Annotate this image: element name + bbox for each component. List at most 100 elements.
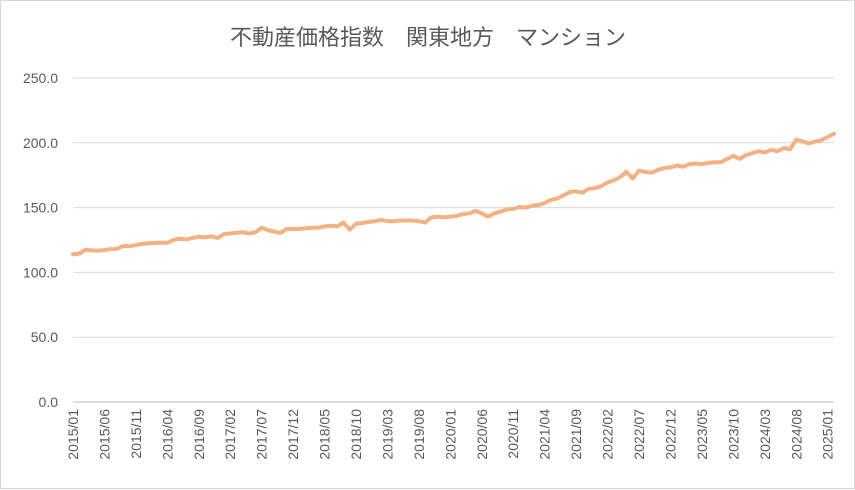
data-point (121, 244, 125, 248)
data-point (580, 191, 584, 195)
x-tick-label: 2023/10 (725, 409, 741, 460)
data-point (832, 132, 836, 136)
x-tick-label: 2024/08 (788, 409, 804, 460)
data-point (96, 249, 100, 253)
data-point (511, 207, 515, 211)
data-point (140, 242, 144, 246)
data-point (650, 171, 654, 175)
data-point (216, 236, 220, 240)
data-point (486, 215, 490, 219)
data-point (429, 215, 433, 219)
y-axis-ticks: 0.0 50.0 100.0 150.0 200.0 250.0 (23, 70, 58, 410)
data-point (530, 204, 534, 208)
data-point (738, 157, 742, 161)
data-point (442, 215, 446, 219)
data-point (335, 224, 339, 228)
data-point (637, 169, 641, 173)
data-point (782, 146, 786, 150)
data-point (656, 168, 660, 172)
data-point (668, 165, 672, 169)
x-tick-label: 2025/01 (820, 409, 836, 460)
data-point (618, 175, 622, 179)
data-point (159, 241, 163, 245)
data-point (719, 160, 723, 164)
data-point (744, 153, 748, 157)
x-tick-label: 2015/11 (128, 409, 144, 459)
data-point (272, 230, 276, 234)
data-point (291, 227, 295, 231)
data-point (310, 226, 314, 230)
data-point (826, 135, 830, 139)
data-point (750, 151, 754, 155)
data-point (241, 230, 245, 234)
data-point (606, 180, 610, 184)
data-point (247, 232, 251, 236)
data-point (631, 176, 635, 180)
x-tick-label: 2024/03 (757, 409, 773, 460)
data-point (455, 214, 459, 218)
x-tick-label: 2018/05 (317, 409, 333, 460)
x-tick-label: 2017/12 (285, 409, 301, 460)
data-point (769, 148, 773, 152)
data-point (178, 237, 182, 241)
data-point (624, 170, 628, 174)
data-point (222, 232, 226, 236)
data-point (90, 248, 94, 252)
data-point (687, 162, 691, 166)
series-line (71, 131, 836, 257)
data-point (341, 221, 345, 225)
data-point (694, 162, 698, 166)
data-point (146, 241, 150, 245)
data-point (713, 160, 717, 164)
data-point (731, 154, 735, 158)
data-point (700, 162, 704, 166)
data-point (788, 147, 792, 151)
data-point (379, 218, 383, 222)
data-point (555, 197, 559, 201)
data-point (536, 203, 540, 207)
data-point (316, 226, 320, 230)
x-tick-label: 2019/03 (379, 409, 395, 460)
x-tick-label: 2021/09 (568, 409, 584, 460)
data-point (385, 219, 389, 223)
x-tick-label: 2020/11 (505, 409, 521, 459)
x-tick-label: 2017/07 (254, 409, 270, 460)
data-point (448, 215, 452, 219)
y-tick-label: 100.0 (23, 264, 58, 280)
data-point (235, 231, 239, 235)
data-point (184, 237, 188, 241)
data-point (587, 187, 591, 191)
data-point (360, 221, 364, 225)
x-tick-label: 2022/12 (662, 409, 678, 460)
data-point (423, 221, 427, 225)
data-point (304, 226, 308, 230)
data-point (153, 241, 157, 245)
data-point (813, 140, 817, 144)
x-tick-label: 2015/06 (96, 409, 112, 460)
data-point (436, 215, 440, 219)
data-point (417, 219, 421, 223)
data-point (172, 238, 176, 242)
data-point (775, 149, 779, 153)
data-point (115, 247, 119, 251)
data-point (499, 209, 503, 213)
x-tick-label: 2023/05 (694, 409, 710, 460)
data-point (801, 140, 805, 144)
data-point (102, 248, 106, 252)
data-point (593, 186, 597, 190)
data-point (404, 219, 408, 223)
x-tick-label: 2016/04 (159, 409, 175, 460)
data-point (675, 163, 679, 167)
data-point (84, 248, 88, 252)
data-point (549, 198, 553, 202)
data-point (467, 211, 471, 215)
data-point (71, 252, 75, 256)
x-tick-label: 2018/10 (348, 409, 364, 460)
data-point (763, 151, 767, 155)
chart-title: 不動産価格指数 関東地方 マンション (230, 26, 626, 51)
data-point (662, 166, 666, 170)
y-tick-label: 200.0 (23, 135, 58, 151)
data-point (807, 141, 811, 145)
y-tick-label: 50.0 (31, 329, 58, 345)
